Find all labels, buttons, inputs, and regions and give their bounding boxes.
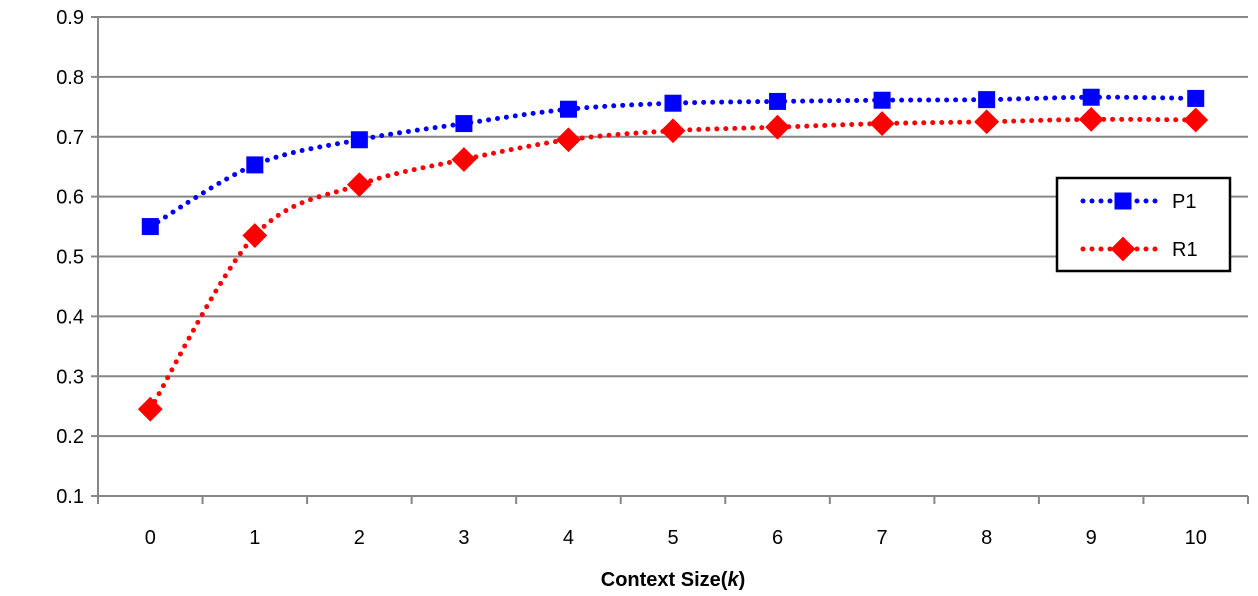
data-point-marker bbox=[664, 94, 682, 112]
series-group bbox=[137, 88, 1209, 422]
x-tick-label: 5 bbox=[667, 527, 678, 549]
series-p1 bbox=[141, 88, 1205, 236]
legend: P1 R1 bbox=[1055, 176, 1232, 273]
x-tick-label: 0 bbox=[145, 527, 156, 549]
data-point-marker bbox=[242, 223, 268, 248]
y-tick-label: 0.7 bbox=[56, 127, 84, 149]
x-axis-title-variable: k bbox=[727, 569, 739, 591]
legend-label: P1 bbox=[1172, 191, 1196, 213]
data-point-marker bbox=[769, 92, 787, 110]
y-tick-label: 0.1 bbox=[56, 486, 84, 508]
data-point-marker bbox=[559, 100, 577, 118]
y-axis-ticks: 0.1 0.2 0.3 0.4 0.5 0.6 0.7 0.8 0.9 bbox=[56, 7, 98, 508]
y-tick-label: 0.8 bbox=[56, 67, 84, 89]
x-tick-label: 3 bbox=[458, 527, 469, 549]
data-point-marker bbox=[1082, 88, 1100, 106]
legend-item-p1: P1 bbox=[1080, 191, 1196, 213]
data-point-marker bbox=[246, 156, 264, 174]
series-line bbox=[147, 94, 1199, 230]
x-axis-title-main: Context Size( bbox=[601, 569, 728, 591]
x-tick-label: 6 bbox=[772, 527, 783, 549]
data-point-marker bbox=[1110, 236, 1136, 262]
data-point-marker bbox=[350, 131, 368, 149]
data-point-marker bbox=[455, 115, 473, 133]
data-point-marker bbox=[978, 91, 996, 109]
y-tick-label: 0.3 bbox=[56, 366, 84, 388]
legend-box bbox=[1055, 176, 1232, 273]
series-line bbox=[147, 116, 1199, 412]
data-point-marker bbox=[346, 172, 372, 198]
data-point-marker bbox=[1114, 192, 1132, 210]
y-tick-label: 0.6 bbox=[56, 187, 84, 209]
x-tick-label: 8 bbox=[981, 527, 992, 549]
x-tick-label: 9 bbox=[1086, 527, 1097, 549]
data-point-marker bbox=[1187, 89, 1205, 107]
x-tick-label: 2 bbox=[354, 527, 365, 549]
data-point-marker bbox=[765, 114, 790, 140]
data-point-marker bbox=[974, 109, 1000, 135]
x-tick-label: 7 bbox=[877, 527, 888, 549]
x-axis-title-end: ) bbox=[739, 569, 746, 591]
y-tick-label: 0.2 bbox=[56, 426, 84, 448]
data-point-marker bbox=[451, 147, 477, 172]
x-tick-label: 1 bbox=[249, 527, 260, 549]
y-tick-label: 0.5 bbox=[56, 247, 84, 269]
data-point-marker bbox=[137, 396, 163, 422]
x-axis-title: Context Size(k) bbox=[601, 569, 745, 591]
data-point-marker bbox=[869, 111, 895, 136]
y-tick-label: 0.4 bbox=[56, 306, 84, 328]
x-tick-label: 4 bbox=[563, 527, 574, 549]
legend-label: R1 bbox=[1172, 239, 1198, 261]
series-r1 bbox=[137, 106, 1209, 422]
data-point-marker bbox=[1078, 106, 1104, 132]
data-point-marker bbox=[141, 218, 159, 236]
data-point-marker bbox=[1183, 107, 1209, 133]
x-axis-ticks: 0 1 2 3 4 5 6 7 8 9 10 bbox=[97, 496, 1249, 549]
data-point-marker bbox=[556, 127, 581, 153]
x-tick-label: 10 bbox=[1185, 527, 1207, 549]
y-tick-label: 0.9 bbox=[56, 7, 84, 29]
data-point-marker bbox=[660, 118, 686, 144]
data-point-marker bbox=[873, 91, 891, 109]
legend-item-r1: R1 bbox=[1080, 236, 1198, 262]
